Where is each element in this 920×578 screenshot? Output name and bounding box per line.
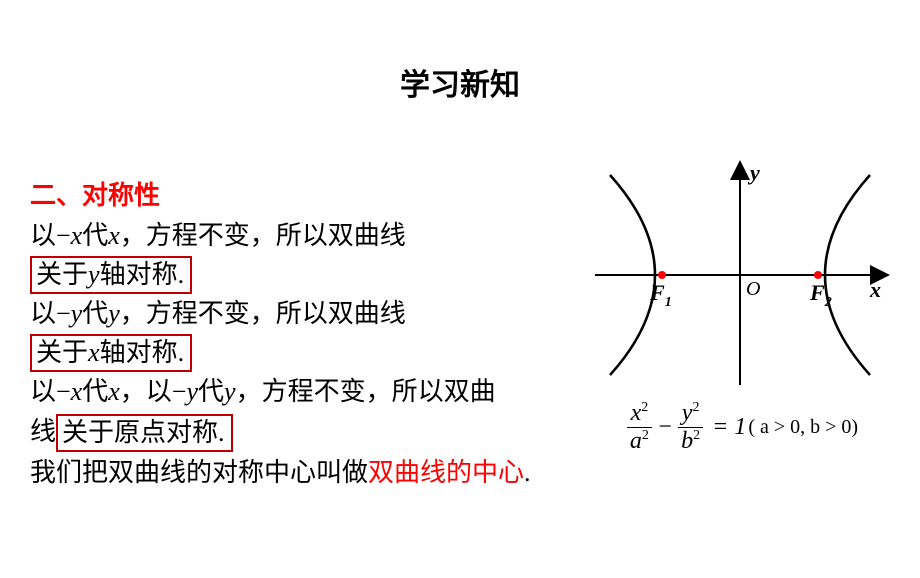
hyperbola-graph: y x O F1 F2	[590, 160, 890, 390]
var-y: y	[108, 294, 120, 334]
text: ，以−	[120, 372, 187, 412]
text: 代	[198, 372, 224, 412]
var-x: x	[108, 216, 120, 256]
boxed-origin-symmetry: 关于原点对称.	[56, 414, 233, 452]
var-x: x	[108, 372, 120, 412]
var-x: x	[71, 216, 83, 256]
text: .	[524, 453, 531, 493]
text: 线	[30, 412, 56, 452]
text: 轴对称.	[100, 338, 185, 367]
sq: 2	[642, 428, 649, 443]
equals-one: = 1	[712, 414, 746, 441]
text: ，方程不变，所以双曲线	[120, 216, 406, 256]
fraction-2: y2 b2	[677, 400, 704, 455]
text: ，方程不变，所以双曲线	[120, 294, 406, 334]
fraction-1: x2 a2	[626, 400, 653, 455]
sq: 2	[641, 400, 648, 415]
text: 轴对称.	[100, 260, 185, 289]
label-origin: O	[746, 278, 760, 300]
text-content: 二、对称性 以−x代x，方程不变，所以双曲线 关于y轴对称. 以−y代y，方程不…	[30, 175, 590, 493]
var-x: x	[71, 372, 83, 412]
label-y: y	[747, 160, 760, 185]
text: 我们把双曲线的对称中心叫做	[30, 453, 368, 493]
condition: ( a > 0, b > 0)	[748, 416, 858, 439]
line-1-box: 关于y轴对称.	[30, 256, 590, 294]
text: 代	[82, 216, 108, 256]
section-heading: 二、对称性	[30, 175, 590, 212]
boxed-x-symmetry: 关于x轴对称.	[30, 334, 192, 372]
text: 关于	[36, 338, 88, 367]
var-x: x	[88, 338, 100, 367]
focus-f2-dot	[814, 271, 822, 279]
numerator-y: y	[682, 400, 693, 426]
focus-f1-dot	[658, 271, 666, 279]
var-y: y	[186, 372, 198, 412]
var-y: y	[71, 294, 83, 334]
text: 代	[82, 294, 108, 334]
minus: −	[657, 414, 673, 441]
denominator-b: b	[681, 428, 693, 454]
boxed-y-symmetry: 关于y轴对称.	[30, 256, 192, 294]
text: 以−	[30, 216, 71, 256]
hyperbola-equation: x2 a2 − y2 b2 = 1 ( a > 0, b > 0)	[590, 400, 890, 455]
label-f2: F2	[809, 280, 832, 310]
highlight-center: 双曲线的中心	[368, 453, 524, 493]
sq: 2	[692, 400, 699, 415]
text: ，方程不变，所以双曲	[236, 372, 496, 412]
denominator-a: a	[630, 428, 642, 454]
text: 代	[82, 372, 108, 412]
var-y: y	[88, 260, 100, 289]
text: 关于	[36, 260, 88, 289]
line-3: 以−x代x，以−y代y，方程不变，所以双曲	[30, 372, 590, 412]
line-1: 以−x代x，方程不变，所以双曲线	[30, 216, 590, 256]
line-5: 我们把双曲线的对称中心叫做双曲线的中心.	[30, 453, 590, 493]
line-4: 线 关于原点对称.	[30, 412, 590, 452]
line-2: 以−y代y，方程不变，所以双曲线	[30, 294, 590, 334]
numerator-x: x	[631, 400, 642, 426]
sq: 2	[693, 428, 700, 443]
label-f1: F1	[649, 280, 672, 310]
var-y: y	[224, 372, 236, 412]
text: 以−	[30, 372, 71, 412]
text: 以−	[30, 294, 71, 334]
line-2-box: 关于x轴对称.	[30, 334, 590, 372]
label-x: x	[869, 277, 881, 302]
page-title: 学习新知	[0, 60, 920, 104]
